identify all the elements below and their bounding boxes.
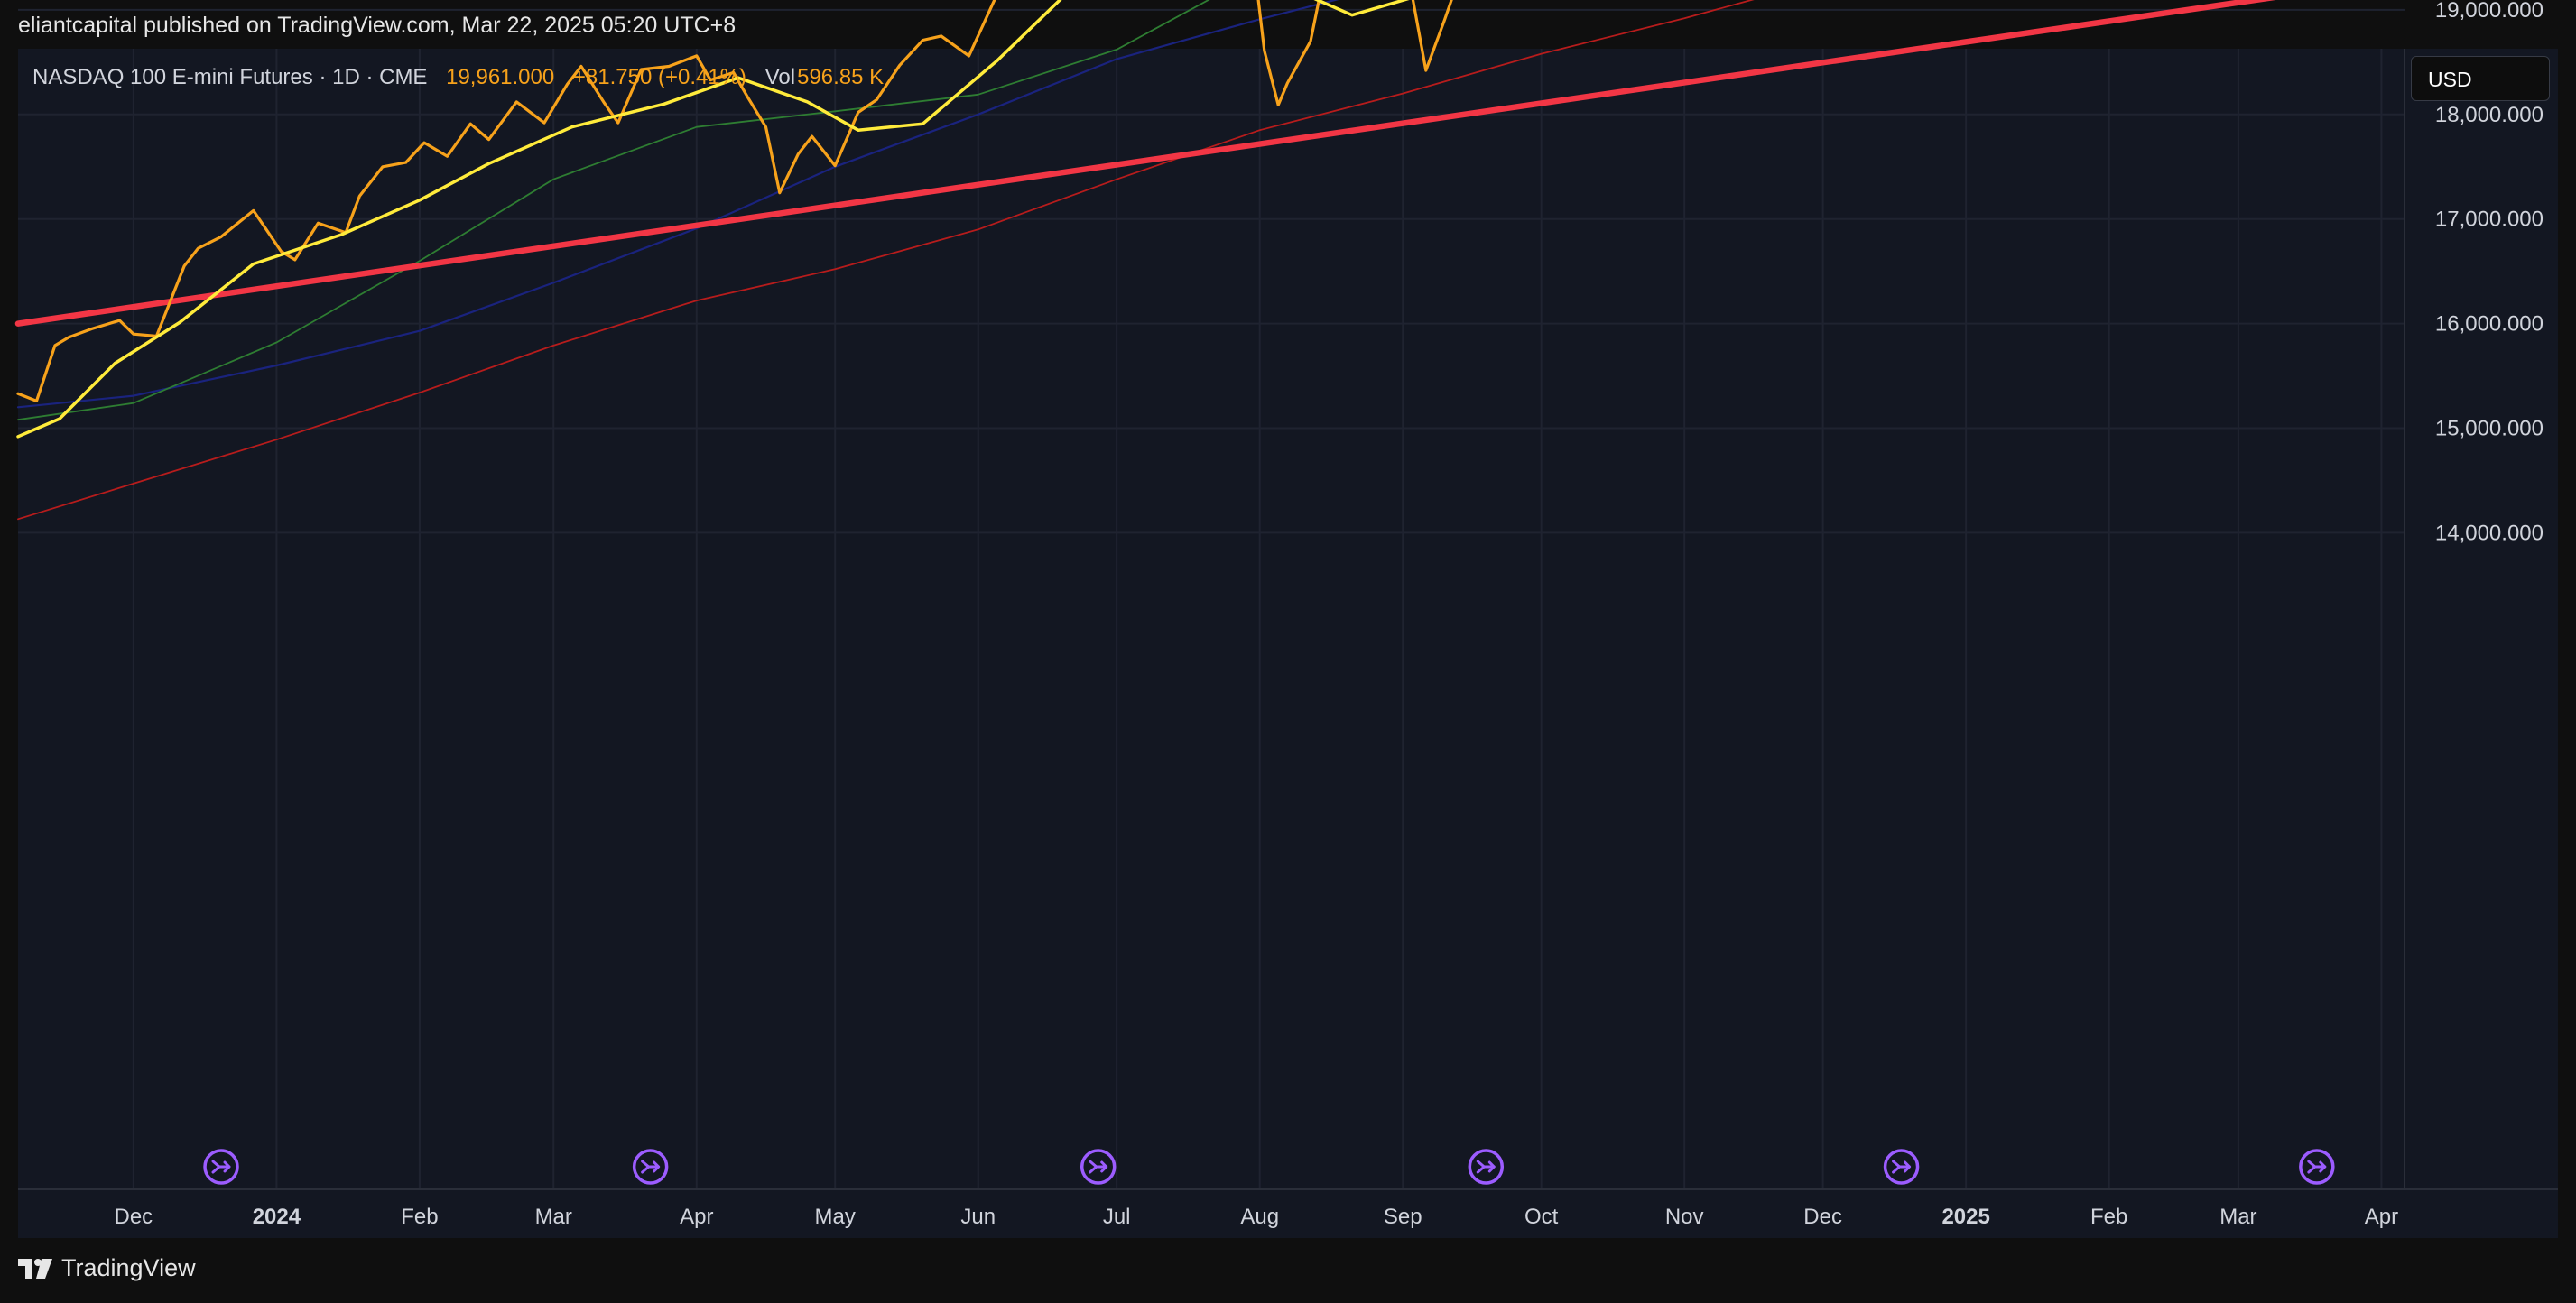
- event-arrow-icon[interactable]: [203, 1149, 239, 1185]
- x-tick-label: Jul: [1103, 1205, 1131, 1229]
- x-tick-label: Feb: [2090, 1205, 2127, 1229]
- price-change-value: +81.750 (+0.41%): [572, 65, 747, 89]
- event-arrow-icon[interactable]: [1883, 1149, 1920, 1185]
- y-tick-label: 17,000.000: [2435, 208, 2544, 232]
- tradingview-branding[interactable]: TradingView: [18, 1254, 196, 1282]
- volume-value: 596.85 K: [797, 65, 885, 89]
- x-tick-label: Dec: [1803, 1205, 1842, 1229]
- chart-pane: [18, 49, 2558, 1238]
- x-tick-label: Dec: [115, 1205, 153, 1229]
- x-tick-label: Aug: [1240, 1205, 1279, 1229]
- x-tick-label: Mar: [2219, 1205, 2256, 1229]
- moving-average-green-line[interactable]: [17, 0, 2330, 421]
- event-arrow-icon[interactable]: [2299, 1149, 2335, 1185]
- x-tick-label: Apr: [2365, 1205, 2398, 1229]
- event-arrow-icon[interactable]: [1468, 1149, 1505, 1185]
- price-line[interactable]: [16, 0, 2330, 402]
- x-tick-label: Oct: [1524, 1205, 1559, 1229]
- y-tick-label: 19,000.000: [2435, 0, 2544, 23]
- last-price-value: 19,961.000: [446, 65, 555, 89]
- support-trendline[interactable]: [14, 0, 2405, 327]
- moving-average-blue-line[interactable]: [16, 0, 2330, 409]
- volume-label: Vol: [764, 65, 796, 89]
- branding-label: TradingView: [61, 1254, 196, 1281]
- x-tick-label: Feb: [401, 1205, 438, 1229]
- x-tick-label: Nov: [1665, 1205, 1704, 1229]
- moving-average-fast-line[interactable]: [16, 0, 2330, 439]
- x-tick-label: 2024: [253, 1205, 301, 1229]
- publish-attribution: eliantcapital published on TradingView.c…: [18, 13, 737, 38]
- x-tick-label: 2025: [1941, 1205, 1989, 1229]
- y-tick-label: 15,000.000: [2435, 417, 2544, 441]
- y-tick-label: 18,000.000: [2435, 103, 2544, 127]
- x-tick-label: Sep: [1384, 1205, 1422, 1229]
- x-tick-label: Jun: [960, 1205, 996, 1229]
- event-arrow-icon[interactable]: [1080, 1149, 1117, 1185]
- tradingview-logo-icon: [18, 1258, 52, 1279]
- y-tick-label: 14,000.000: [2435, 521, 2544, 545]
- event-arrow-icon[interactable]: [632, 1149, 669, 1185]
- currency-button[interactable]: USD: [2411, 56, 2550, 101]
- symbol-title[interactable]: NASDAQ 100 E-mini Futures · 1D · CME: [32, 65, 428, 89]
- x-tick-label: May: [815, 1205, 856, 1229]
- x-tick-label: Apr: [680, 1205, 713, 1229]
- y-tick-label: 16,000.000: [2435, 312, 2544, 337]
- chart-legend: NASDAQ 100 E-mini Futures · 1D · CME 19,…: [32, 65, 896, 90]
- x-tick-label: Mar: [535, 1205, 572, 1229]
